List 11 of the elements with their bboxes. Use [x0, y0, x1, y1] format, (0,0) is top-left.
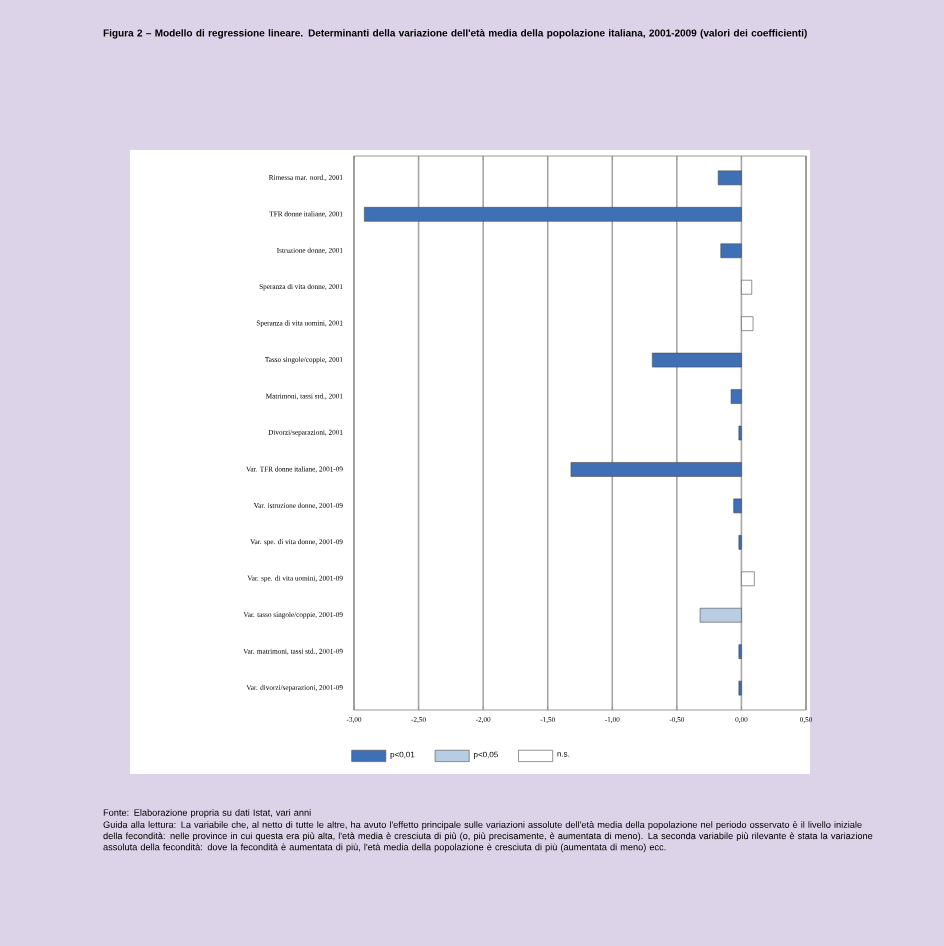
bar	[570, 462, 742, 477]
bar	[717, 170, 742, 186]
bar	[720, 243, 742, 259]
bar	[364, 207, 742, 222]
bar	[699, 607, 742, 623]
bar	[733, 498, 742, 514]
bar	[741, 316, 754, 331]
bar	[741, 571, 755, 587]
bar	[730, 389, 742, 404]
bar	[741, 279, 753, 295]
bar	[652, 352, 742, 368]
